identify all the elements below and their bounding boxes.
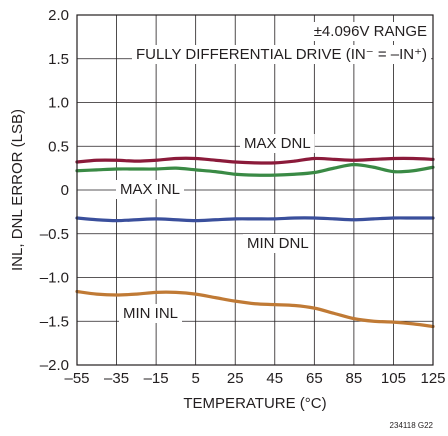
x-tick-label: 105 <box>381 370 406 387</box>
x-tick-label: –35 <box>104 370 129 387</box>
x-tick-label: 5 <box>191 370 199 387</box>
plot-frame <box>76 14 434 366</box>
series-line-max-inl <box>75 163 435 177</box>
y-axis-label: INL, DNL ERROR (LSB) <box>9 109 26 271</box>
x-axis-label: TEMPERATURE (°C) <box>183 395 326 412</box>
x-tick-label: 125 <box>420 370 445 387</box>
range-annotation: ±4.096V RANGE <box>314 23 427 40</box>
series-label-max-dnl: MAX DNL <box>244 135 311 152</box>
y-tick-label: 0.5 <box>48 138 69 155</box>
y-tick-label: 0 <box>61 182 69 199</box>
series-label-max-inl: MAX INL <box>120 181 180 198</box>
tick-labels: 2.0 1.5 1.0 0.5 0 –0.5 –1.0 –1.5 –2.0–55 –35 –15 5 2… <box>40 7 446 387</box>
figure-id: 234118 G22 <box>390 421 434 430</box>
x-tick-label: 25 <box>227 370 244 387</box>
y-tick-label: –2.0 <box>40 357 69 374</box>
series-line-min-inl <box>75 289 435 329</box>
annotation-layer: ±4.096V RANGE FULLY DIFFERENTIAL DRIVE (… <box>116 22 432 323</box>
x-tick-label: 85 <box>346 370 363 387</box>
x-tick-label: 45 <box>266 370 283 387</box>
series-layer <box>75 156 435 329</box>
y-tick-label: 2.0 <box>48 7 69 24</box>
y-tick-label: 1.5 <box>48 51 69 68</box>
y-tick-label: –0.5 <box>40 226 69 243</box>
series-label-min-inl: MIN INL <box>123 305 178 322</box>
y-tick-label: –1.5 <box>40 313 69 330</box>
x-tick-label: –15 <box>144 370 169 387</box>
series-line-max-dnl <box>75 156 435 165</box>
y-tick-label: 1.0 <box>48 95 69 112</box>
y-tick-label: –1.0 <box>40 270 69 287</box>
drive-annotation: FULLY DIFFERENTIAL DRIVE (IN⁻ = –IN⁺) <box>136 46 427 63</box>
x-tick-label: 65 <box>306 370 323 387</box>
x-tick-label: –55 <box>64 370 89 387</box>
series-label-min-dnl: MIN DNL <box>247 235 309 252</box>
series-line-min-dnl <box>75 216 435 223</box>
